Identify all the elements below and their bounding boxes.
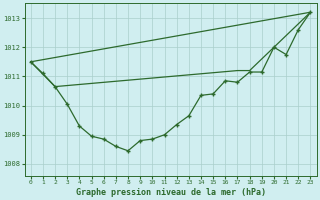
X-axis label: Graphe pression niveau de la mer (hPa): Graphe pression niveau de la mer (hPa) bbox=[76, 188, 266, 197]
